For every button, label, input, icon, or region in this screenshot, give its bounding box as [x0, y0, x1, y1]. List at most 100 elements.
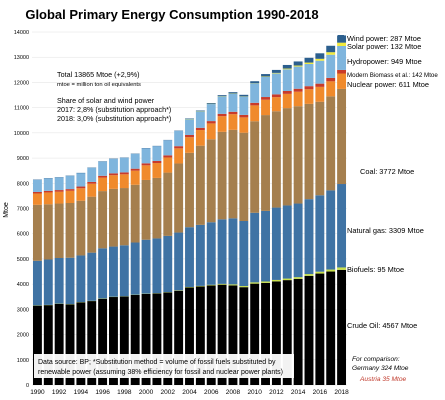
bar-segment-natural-gas: [195, 224, 205, 286]
bar-segment-modern-biomass-et-al: [119, 172, 129, 175]
y-tick-label: 3000: [17, 307, 29, 313]
bar-segment-crude-oil: [119, 296, 129, 385]
bar-segment-hydropower: [65, 175, 75, 190]
bar-segment-coal: [261, 115, 270, 211]
bar-segment-hydropower: [119, 157, 129, 173]
bar-segment-crude-oil: [98, 298, 108, 385]
bar-segment-nuclear-power: [119, 174, 129, 189]
source-box: Data source: BP; *Substitution method = …: [34, 354, 294, 378]
bar-segment-modern-biomass-et-al: [315, 83, 325, 87]
bar-segment-natural-gas: [185, 227, 194, 287]
bar-segment-coal: [326, 96, 336, 191]
bar-1995: [87, 167, 97, 385]
bar-segment-hydropower: [195, 111, 205, 128]
bar-segment-coal: [130, 184, 140, 243]
bar-segment-modern-biomass-et-al: [206, 121, 216, 124]
source-box-bg: [34, 354, 294, 378]
bar-segment-natural-gas: [109, 246, 118, 297]
bar-segment-biofuels: [271, 279, 281, 282]
bar-segment-solar-power: [293, 65, 303, 67]
bar-segment-coal: [32, 204, 42, 261]
bar-segment-biofuels: [293, 277, 303, 279]
bar-segment-nuclear-power: [326, 81, 336, 97]
bar-2003: [174, 130, 184, 385]
bar-segment-coal: [87, 196, 97, 253]
bar-segment-nuclear-power: [141, 165, 151, 180]
bar-segment-nuclear-power: [76, 188, 86, 201]
bar-segment-crude-oil: [152, 293, 162, 385]
bar-segment-modern-biomass-et-al: [65, 189, 75, 191]
bar-segment-crude-oil: [141, 293, 151, 385]
bar-segment-nuclear-power: [282, 93, 292, 109]
y-tick-label: 0: [26, 383, 29, 389]
bar-segment-crude-oil: [217, 284, 227, 385]
bar-1991: [43, 178, 53, 385]
y-tick-label: 12000: [14, 80, 29, 86]
bar-segment-hydropower: [141, 148, 151, 164]
bar-segment-nuclear-power: [217, 116, 227, 132]
bar-segment-hydropower: [217, 96, 227, 114]
bar-segment-modern-biomass-et-al: [282, 91, 292, 94]
bar-1999: [130, 153, 140, 385]
bar-segment-biofuels: [228, 284, 238, 286]
bar-segment-modern-biomass-et-al: [228, 111, 238, 115]
bar-segment-crude-oil: [32, 305, 42, 385]
bar-segment-nuclear-power: [261, 99, 270, 116]
x-tick-label: 1996: [95, 389, 110, 396]
bar-segment-coal: [271, 111, 281, 208]
bar-segment-wind-power: [195, 110, 205, 112]
bar-segment-natural-gas: [163, 235, 173, 293]
bar-segment-hydropower: [109, 158, 118, 174]
bar-segment-natural-gas: [271, 207, 281, 280]
bar-segment-hydropower: [282, 69, 292, 92]
x-tick-label: 2010: [247, 389, 262, 396]
bar-segment-solar-power: [337, 42, 347, 46]
label-solar: Solar power: 132 Mtoe: [347, 42, 421, 51]
bar-segment-coal: [250, 121, 260, 213]
bar-segment-natural-gas: [282, 205, 292, 279]
bar-segment-crude-oil: [54, 303, 64, 385]
bar-segment-solar-power: [315, 58, 325, 61]
bar-segment-nuclear-power: [337, 73, 347, 89]
bar-segment-coal: [152, 177, 162, 239]
bar-segment-coal: [119, 188, 129, 246]
bar-segment-modern-biomass-et-al: [152, 160, 162, 164]
bar-segment-coal: [195, 145, 205, 225]
bar-segment-nuclear-power: [152, 163, 162, 178]
share-2017: 2017: 2,8% (substitution approach*): [57, 105, 171, 114]
bar-segment-natural-gas: [98, 248, 108, 299]
bar-segment-modern-biomass-et-al: [185, 134, 194, 138]
bar-segment-solar-power: [304, 62, 314, 64]
bar-segment-wind-power: [206, 103, 216, 104]
bar-segment-coal: [65, 203, 75, 258]
bar-segment-biofuels: [304, 274, 314, 276]
bar-segment-hydropower: [228, 93, 238, 112]
bar-segment-biofuels: [315, 271, 325, 274]
bar-segment-hydropower: [250, 83, 260, 103]
bar-segment-coal: [54, 203, 64, 258]
bar-2013: [282, 64, 292, 385]
bar-segment-modern-biomass-et-al: [337, 69, 347, 74]
x-tick-labels: 1990 1992 1994 1996 1998 2000 2002 2004 2006 2008…: [30, 389, 349, 396]
bar-2000: [141, 148, 151, 385]
bar-segment-coal: [43, 204, 53, 260]
bar-segment-nuclear-power: [98, 177, 108, 192]
bar-segment-wind-power: [239, 94, 249, 97]
total-annotation: Total 13865 Mtoe (+2,9%): [57, 70, 140, 79]
bar-segment-coal: [217, 131, 227, 220]
bar-segment-natural-gas: [130, 242, 140, 295]
bar-segment-biofuels: [239, 286, 249, 288]
bar-2010: [250, 81, 260, 385]
bar-segment-biofuels: [250, 282, 260, 284]
comparison-austria: Austria 35 Mtoe: [359, 376, 407, 383]
bar-segment-crude-oil: [228, 285, 238, 385]
bar-segment-hydropower: [130, 153, 140, 169]
bar-segment-modern-biomass-et-al: [76, 186, 86, 189]
bar-segment-crude-oil: [206, 285, 216, 385]
bar-segment-coal: [337, 88, 347, 185]
label-coal: Coal: 3772 Mtoe: [360, 167, 414, 176]
x-tick-label: 2014: [291, 389, 306, 396]
bar-segment-hydropower: [293, 66, 303, 89]
stacked-bars: [32, 35, 347, 385]
